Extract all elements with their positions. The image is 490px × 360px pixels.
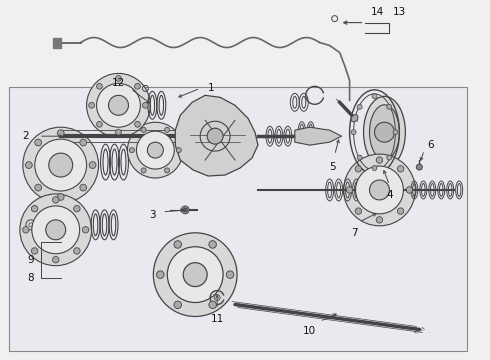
Circle shape	[32, 206, 80, 254]
Circle shape	[80, 184, 87, 191]
Text: 8: 8	[27, 273, 34, 283]
Circle shape	[397, 208, 404, 214]
Circle shape	[143, 103, 148, 108]
Circle shape	[181, 206, 189, 214]
Circle shape	[74, 248, 80, 254]
Circle shape	[356, 166, 403, 214]
Circle shape	[355, 208, 362, 214]
Circle shape	[35, 139, 42, 146]
Circle shape	[174, 241, 181, 248]
Text: 12: 12	[112, 78, 125, 88]
Circle shape	[52, 256, 59, 263]
Circle shape	[387, 155, 392, 160]
Text: 4: 4	[386, 190, 393, 200]
Circle shape	[31, 248, 38, 254]
Circle shape	[372, 94, 377, 99]
Circle shape	[57, 194, 64, 201]
Circle shape	[207, 128, 223, 144]
Ellipse shape	[369, 105, 399, 159]
Text: 5: 5	[329, 162, 336, 172]
Circle shape	[393, 130, 398, 135]
Circle shape	[74, 206, 80, 212]
Circle shape	[174, 301, 181, 309]
Circle shape	[135, 121, 140, 127]
Circle shape	[153, 233, 237, 316]
Circle shape	[135, 84, 140, 89]
Circle shape	[87, 73, 150, 137]
Circle shape	[167, 247, 223, 302]
Text: 2: 2	[22, 131, 29, 141]
Circle shape	[351, 130, 356, 135]
Circle shape	[165, 127, 170, 132]
Circle shape	[31, 206, 38, 212]
Circle shape	[165, 168, 170, 173]
Circle shape	[346, 187, 353, 193]
Circle shape	[183, 208, 187, 212]
Circle shape	[129, 148, 134, 153]
Circle shape	[387, 104, 392, 109]
Text: 3: 3	[149, 210, 155, 220]
Circle shape	[136, 131, 174, 169]
Circle shape	[97, 121, 102, 127]
Circle shape	[108, 95, 128, 115]
Circle shape	[116, 76, 122, 81]
Circle shape	[35, 184, 42, 191]
Polygon shape	[175, 95, 258, 176]
Circle shape	[374, 122, 394, 142]
Text: 11: 11	[211, 315, 224, 324]
Circle shape	[23, 127, 98, 203]
Circle shape	[376, 217, 383, 223]
Bar	[53, 37, 61, 48]
Polygon shape	[295, 127, 342, 145]
Circle shape	[372, 166, 377, 171]
Circle shape	[35, 139, 87, 191]
Circle shape	[127, 122, 183, 178]
Circle shape	[89, 103, 95, 108]
Circle shape	[23, 226, 29, 233]
Ellipse shape	[364, 96, 405, 168]
Ellipse shape	[351, 114, 358, 122]
Circle shape	[46, 220, 66, 240]
Circle shape	[355, 166, 362, 172]
Circle shape	[343, 154, 416, 226]
Circle shape	[369, 180, 390, 200]
Circle shape	[357, 104, 362, 109]
Circle shape	[52, 197, 59, 203]
Circle shape	[176, 148, 181, 153]
Circle shape	[97, 84, 102, 89]
Circle shape	[25, 162, 32, 168]
Text: 13: 13	[393, 6, 406, 17]
Circle shape	[57, 130, 64, 136]
Text: 6: 6	[427, 140, 434, 150]
Circle shape	[157, 271, 164, 278]
Circle shape	[147, 142, 163, 158]
Circle shape	[209, 241, 217, 248]
Circle shape	[226, 271, 234, 278]
Circle shape	[116, 129, 122, 135]
Circle shape	[357, 155, 362, 160]
Circle shape	[209, 301, 217, 309]
Text: 1: 1	[208, 84, 215, 93]
Text: 7: 7	[351, 228, 358, 238]
Circle shape	[416, 164, 422, 170]
Circle shape	[406, 187, 413, 193]
Circle shape	[20, 194, 92, 266]
Bar	[9, 87, 467, 351]
Text: 9: 9	[27, 255, 34, 265]
Circle shape	[141, 168, 146, 173]
Circle shape	[49, 153, 73, 177]
Circle shape	[80, 139, 87, 146]
Circle shape	[397, 166, 404, 172]
Text: 14: 14	[371, 6, 384, 17]
Circle shape	[89, 162, 96, 168]
Text: 10: 10	[303, 327, 317, 337]
Circle shape	[141, 127, 146, 132]
Circle shape	[97, 84, 141, 127]
Circle shape	[376, 157, 383, 163]
Circle shape	[183, 263, 207, 287]
Circle shape	[82, 226, 89, 233]
